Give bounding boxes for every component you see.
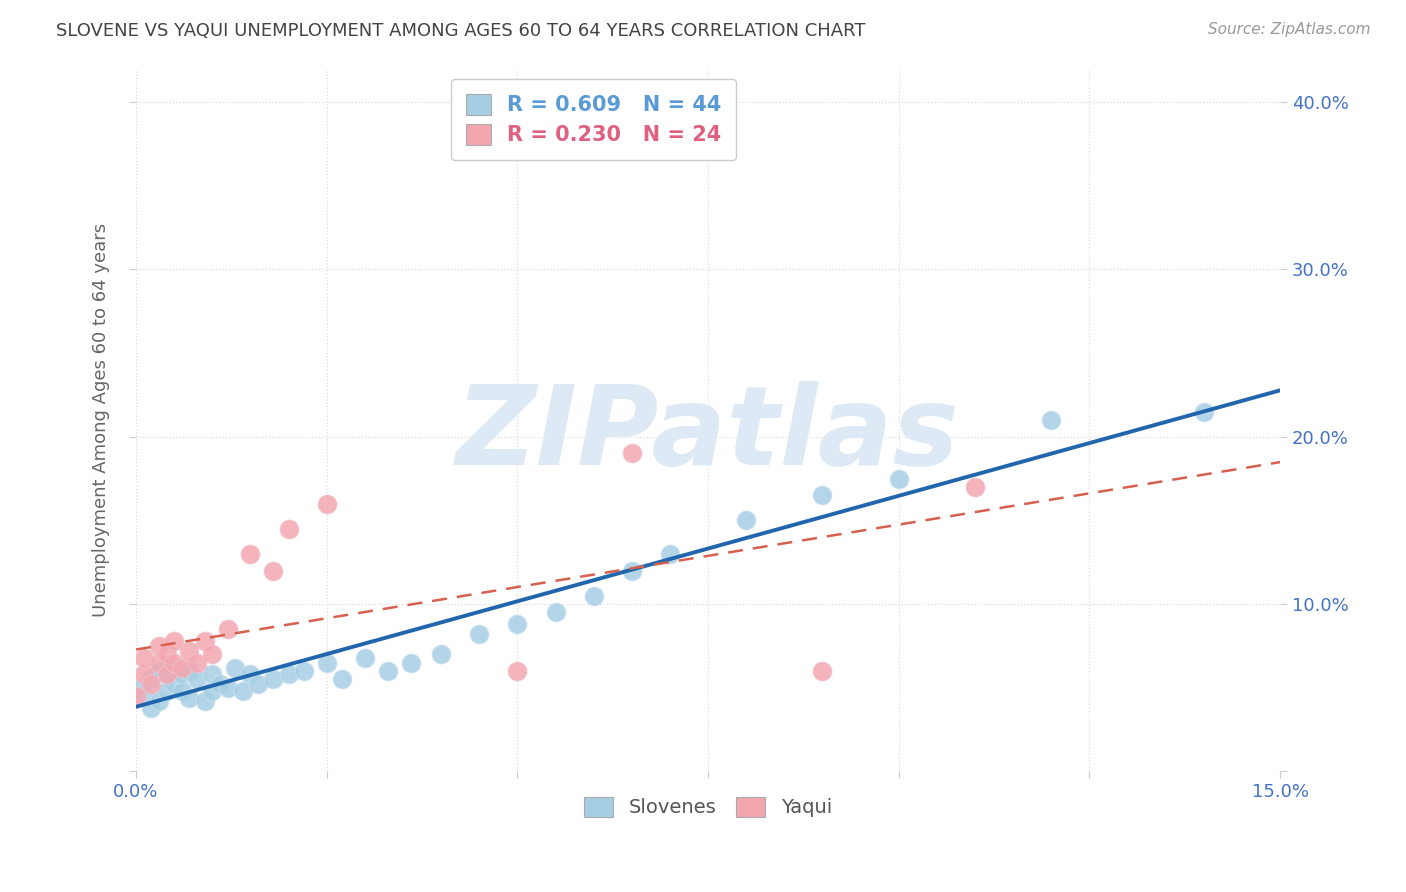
Point [811, 488, 834, 502]
Point [735, 513, 758, 527]
Point [132, 667, 155, 681]
Point [186, 673, 208, 687]
Point [247, 677, 270, 691]
Point [148, 639, 170, 653]
Point [315, 497, 337, 511]
Point [315, 656, 337, 670]
Point [582, 589, 605, 603]
Text: ZIPatlas: ZIPatlas [456, 381, 960, 488]
Point [170, 660, 193, 674]
Point [544, 606, 567, 620]
Point [217, 622, 239, 636]
Point [506, 617, 529, 632]
Point [208, 677, 231, 691]
Text: SLOVENE VS YAQUI UNEMPLOYMENT AMONG AGES 60 TO 64 YEARS CORRELATION CHART: SLOVENE VS YAQUI UNEMPLOYMENT AMONG AGES… [56, 22, 866, 40]
Point [399, 656, 422, 670]
Point [155, 684, 177, 698]
Point [170, 684, 193, 698]
Point [141, 673, 163, 687]
Point [277, 667, 299, 681]
Point [262, 564, 284, 578]
Point [1192, 404, 1215, 418]
Point [262, 673, 284, 687]
Point [155, 647, 177, 661]
Point [194, 694, 217, 708]
Point [155, 667, 177, 681]
Point [163, 660, 186, 674]
Y-axis label: Unemployment Among Ages 60 to 64 years: Unemployment Among Ages 60 to 64 years [93, 223, 110, 617]
Point [179, 664, 201, 678]
Point [179, 690, 201, 705]
Point [377, 664, 399, 678]
Legend: Slovenes, Yaqui: Slovenes, Yaqui [576, 789, 839, 825]
Point [239, 547, 262, 561]
Point [155, 667, 177, 681]
Point [232, 684, 254, 698]
Point [506, 664, 529, 678]
Point [141, 700, 163, 714]
Point [217, 681, 239, 695]
Point [125, 689, 148, 703]
Point [125, 681, 148, 695]
Point [170, 667, 193, 681]
Point [163, 677, 186, 691]
Point [201, 667, 224, 681]
Point [141, 677, 163, 691]
Point [963, 480, 986, 494]
Point [620, 564, 643, 578]
Point [353, 650, 375, 665]
Point [277, 522, 299, 536]
Point [163, 656, 186, 670]
Point [132, 689, 155, 703]
Point [292, 664, 315, 678]
Point [658, 547, 681, 561]
Point [163, 633, 186, 648]
Point [148, 694, 170, 708]
Point [201, 647, 224, 661]
Point [239, 667, 262, 681]
Point [148, 656, 170, 670]
Point [887, 471, 910, 485]
Point [132, 650, 155, 665]
Point [186, 656, 208, 670]
Point [468, 627, 491, 641]
Point [224, 660, 246, 674]
Point [201, 684, 224, 698]
Point [430, 647, 453, 661]
Point [194, 633, 217, 648]
Point [811, 664, 834, 678]
Point [620, 446, 643, 460]
Text: Source: ZipAtlas.com: Source: ZipAtlas.com [1208, 22, 1371, 37]
Point [1040, 413, 1063, 427]
Point [148, 664, 170, 678]
Point [330, 673, 353, 687]
Point [179, 644, 201, 658]
